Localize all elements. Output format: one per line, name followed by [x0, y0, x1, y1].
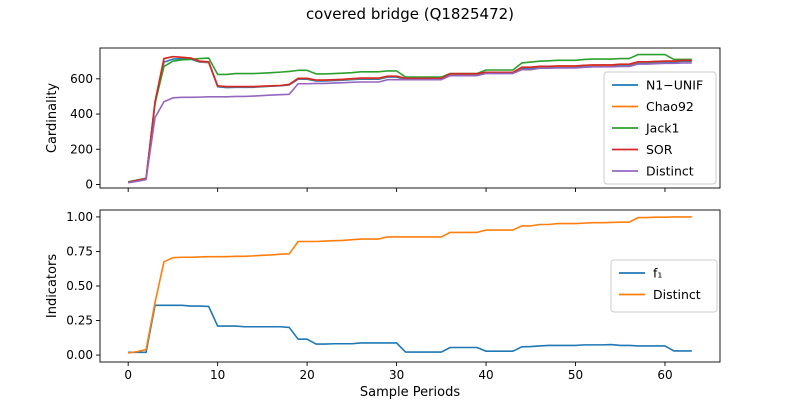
legend-entry: Distinct [646, 164, 694, 179]
y-axis-label: Indicators [45, 254, 60, 318]
legend-entry: f₁ [653, 266, 662, 281]
legend: f₁ Distinct [610, 259, 718, 313]
y-tick-label: 400 [70, 107, 93, 121]
chart-panel-2: 0 10 20 30 40 50 60 0.00 0.25 0.50 0.75 1.00 Indicat… [45, 209, 721, 400]
y-tick-label: 200 [70, 142, 93, 156]
legend-entry: N1−UNIF [646, 78, 703, 93]
x-tick-label: 50 [568, 368, 583, 382]
x-tick-label: 10 [210, 368, 225, 382]
series-line-2-1 [128, 304, 692, 354]
legend-box [603, 71, 717, 185]
x-axis-label: Sample Periods [360, 385, 460, 400]
axes-frame [99, 47, 721, 189]
series-line-1-5 [128, 62, 692, 184]
y-tick-label: 1.00 [66, 210, 93, 224]
x-tick-label: 0 [124, 368, 132, 382]
y-tick-label: 0.50 [66, 279, 93, 293]
y-tick-label: 600 [70, 72, 93, 86]
chart-panel-1: 0 200 400 600 Cardinality N1−UNIF Chao92 Jack1 S… [45, 47, 721, 192]
legend-entry: Distinct [653, 287, 701, 302]
series-line-1-3 [128, 53, 692, 183]
x-tick-label: 60 [657, 368, 672, 382]
series-line-1-4 [127, 55, 692, 184]
legend-entry: SOR [646, 142, 673, 157]
y-tick-label: 0.75 [66, 244, 93, 258]
series-line-2-2 [128, 216, 692, 354]
y-axis-label: Cardinality [45, 83, 60, 154]
y-tick-label: 0.25 [66, 314, 93, 328]
legend-box [610, 259, 718, 313]
x-tick-label: 30 [389, 368, 404, 382]
y-tick-label: 0 [85, 177, 93, 191]
legend: N1−UNIF Chao92 Jack1 SOR Distinct [603, 71, 717, 185]
y-tick-label: 0.00 [66, 348, 93, 362]
legend-entry: Chao92 [646, 99, 694, 114]
x-tick-label: 20 [299, 368, 314, 382]
legend-entry: Jack1 [645, 121, 679, 136]
figure-title: covered bridge (Q1825472) [306, 5, 514, 23]
x-tick-label: 40 [478, 368, 493, 382]
